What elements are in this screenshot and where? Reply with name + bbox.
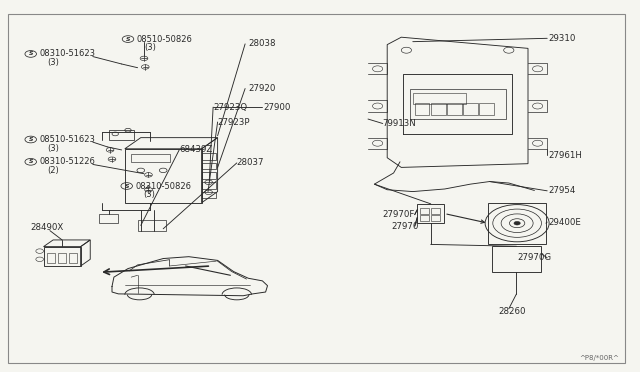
Text: 27954: 27954: [548, 186, 576, 195]
Bar: [420, 208, 429, 214]
Bar: [420, 215, 429, 221]
Text: 08310-50826: 08310-50826: [135, 182, 191, 190]
Bar: [202, 192, 216, 198]
Text: 28037: 28037: [237, 158, 264, 167]
Bar: [410, 89, 506, 119]
Text: (3): (3): [47, 58, 60, 67]
Bar: [58, 253, 66, 263]
Text: S: S: [125, 36, 131, 42]
Text: (3): (3): [145, 43, 157, 52]
Text: ^P8/*00R^: ^P8/*00R^: [579, 355, 619, 361]
Bar: [131, 154, 170, 162]
Text: S: S: [28, 137, 33, 142]
Text: 29310: 29310: [548, 34, 576, 43]
Bar: [125, 149, 202, 203]
Text: S: S: [28, 159, 33, 164]
Text: 79913N: 79913N: [383, 119, 417, 128]
Bar: [99, 214, 118, 223]
Bar: [202, 182, 216, 189]
Circle shape: [514, 221, 520, 225]
Text: 08310-51623: 08310-51623: [39, 49, 95, 58]
Text: 28260: 28260: [498, 307, 525, 316]
Bar: [138, 220, 166, 231]
Bar: [202, 172, 216, 179]
Text: 27923P: 27923P: [218, 118, 250, 126]
Text: 27961H: 27961H: [548, 151, 582, 160]
Text: 27970F: 27970F: [383, 210, 415, 219]
Bar: [44, 247, 81, 266]
Text: (2): (2): [47, 166, 59, 175]
Text: 08510-50826: 08510-50826: [136, 35, 192, 44]
Bar: [413, 93, 466, 103]
Bar: [431, 215, 440, 221]
Bar: [47, 253, 55, 263]
Text: 68439Z: 68439Z: [179, 145, 212, 154]
Bar: [415, 103, 429, 115]
Text: 27900: 27900: [264, 103, 291, 112]
Bar: [431, 103, 445, 115]
Text: 27970: 27970: [392, 222, 419, 231]
Text: (3): (3): [143, 190, 156, 199]
Bar: [109, 130, 134, 140]
Text: S: S: [124, 183, 129, 189]
Bar: [431, 208, 440, 214]
Text: 28038: 28038: [248, 39, 276, 48]
Text: 28490X: 28490X: [31, 223, 64, 232]
Bar: [492, 246, 541, 272]
Bar: [447, 103, 461, 115]
Bar: [69, 253, 77, 263]
Bar: [463, 103, 477, 115]
Text: 08510-51623: 08510-51623: [39, 135, 95, 144]
Text: S: S: [28, 51, 33, 57]
Text: 29400E: 29400E: [548, 218, 581, 227]
Text: (3): (3): [47, 144, 60, 153]
Bar: [479, 103, 493, 115]
Bar: [488, 203, 546, 244]
Bar: [202, 153, 216, 160]
Bar: [202, 163, 216, 169]
Text: 27923Q: 27923Q: [213, 103, 247, 112]
Text: 27970G: 27970G: [517, 253, 551, 262]
Text: 08310-51226: 08310-51226: [39, 157, 95, 166]
Bar: [417, 204, 444, 223]
Text: 27920: 27920: [248, 84, 276, 93]
